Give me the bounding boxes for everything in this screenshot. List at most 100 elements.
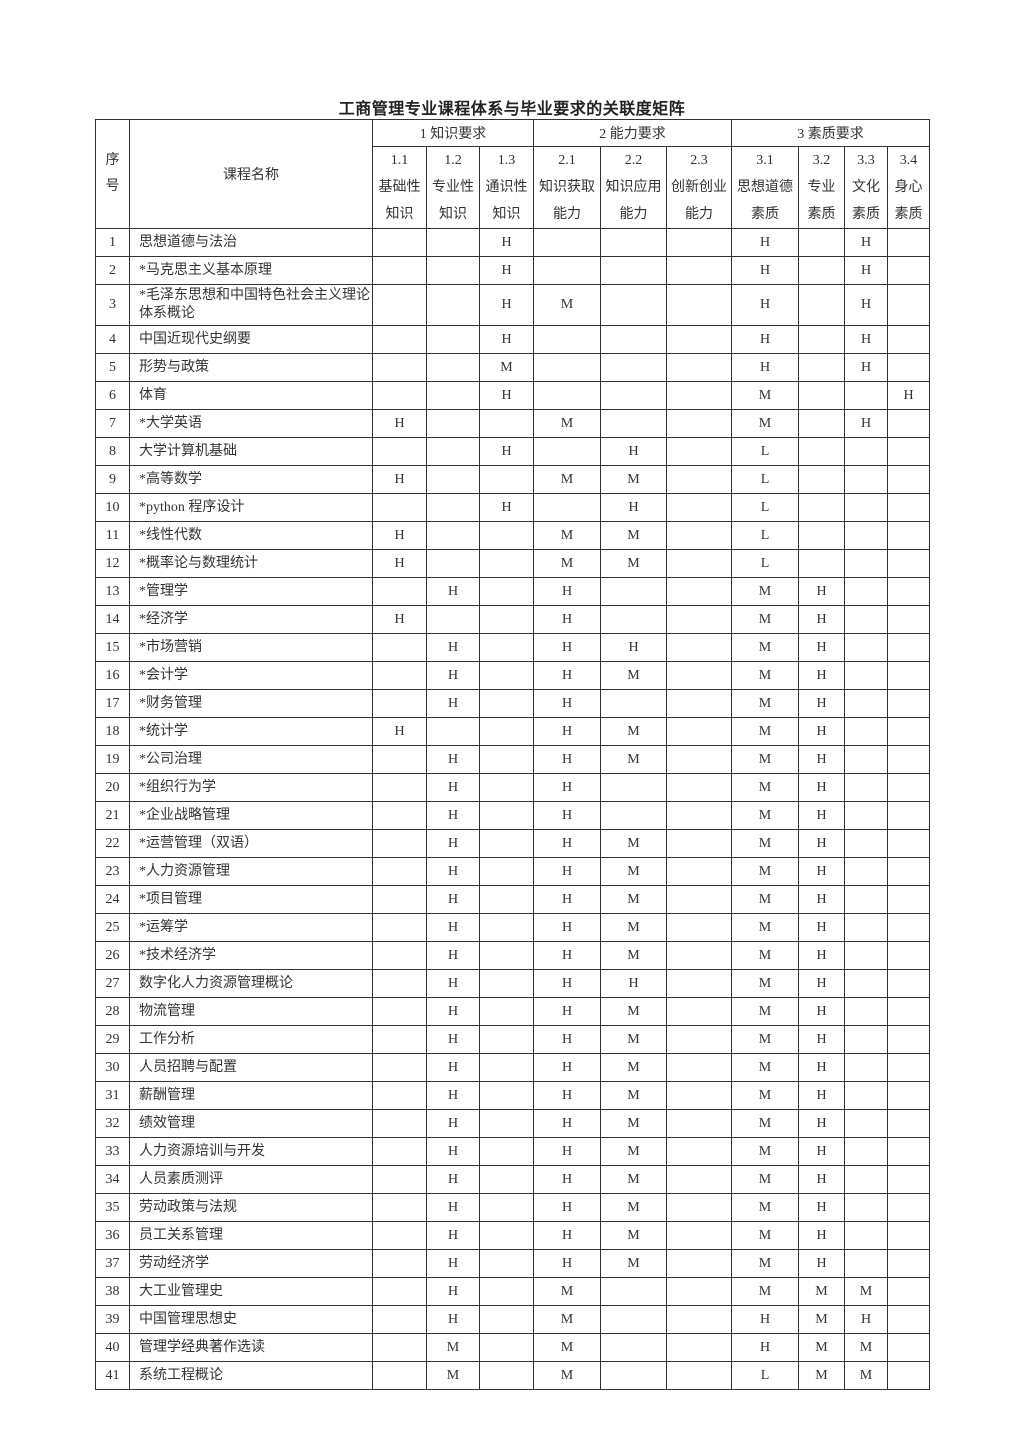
relevance-cell: H <box>533 605 601 634</box>
relevance-cell <box>666 1333 732 1362</box>
relevance-cell <box>372 1025 427 1054</box>
relevance-cell: M <box>600 913 667 942</box>
table-row: 22 *运营管理（双语） H H M M H <box>95 829 930 858</box>
header-column-code: 3.1 <box>756 153 774 168</box>
row-seq: 23 <box>95 857 130 886</box>
relevance-cell <box>887 1025 930 1054</box>
relevance-cell: M <box>798 1361 845 1390</box>
relevance-cell: H <box>426 1165 480 1194</box>
relevance-cell <box>426 605 480 634</box>
relevance-cell: H <box>798 717 845 746</box>
header-column-code: 1.2 <box>444 153 462 168</box>
relevance-cell <box>887 1137 930 1166</box>
row-seq: 5 <box>95 353 130 382</box>
header-column-code: 2.1 <box>558 153 576 168</box>
header-column-2-3: 2.3 创新创业能力 <box>666 146 732 229</box>
relevance-cell <box>372 969 427 998</box>
row-course-name: *运营管理（双语） <box>129 829 373 858</box>
relevance-cell <box>887 1277 930 1306</box>
row-course-name: 薪酬管理 <box>129 1081 373 1110</box>
relevance-cell <box>887 913 930 942</box>
relevance-cell: H <box>426 857 480 886</box>
relevance-cell <box>887 773 930 802</box>
relevance-cell: H <box>372 521 427 550</box>
relevance-cell <box>426 381 480 410</box>
course-requirement-matrix: 序号 课程名称 1 知识要求 2 能力要求 3 素质要求 1.1 基础性知识 1.2… <box>95 119 930 1390</box>
table-row: 12 *概率论与数理统计 H M M L <box>95 549 930 578</box>
relevance-cell <box>798 521 845 550</box>
relevance-cell <box>666 913 732 942</box>
row-course-name: *运筹学 <box>129 913 373 942</box>
relevance-cell <box>372 941 427 970</box>
relevance-cell <box>372 829 427 858</box>
relevance-cell: H <box>426 745 480 774</box>
relevance-cell <box>372 885 427 914</box>
relevance-cell: M <box>731 857 799 886</box>
relevance-cell: H <box>426 969 480 998</box>
relevance-cell <box>479 1249 534 1278</box>
row-seq: 38 <box>95 1277 130 1306</box>
relevance-cell <box>887 857 930 886</box>
relevance-cell <box>666 1249 732 1278</box>
relevance-cell <box>372 256 427 285</box>
relevance-cell <box>666 521 732 550</box>
relevance-cell: H <box>533 1193 601 1222</box>
relevance-cell: H <box>479 228 534 257</box>
relevance-cell: M <box>600 549 667 578</box>
table-row: 26 *技术经济学 H H M M H <box>95 941 930 970</box>
relevance-cell: M <box>731 1221 799 1250</box>
relevance-cell <box>372 633 427 662</box>
relevance-cell: H <box>798 1053 845 1082</box>
relevance-cell <box>887 745 930 774</box>
relevance-cell: H <box>426 661 480 690</box>
relevance-cell <box>533 381 601 410</box>
table-row: 30 人员招聘与配置 H H M M H <box>95 1053 930 1082</box>
relevance-cell <box>798 284 845 326</box>
relevance-cell: H <box>533 1109 601 1138</box>
table-row: 33 人力资源培训与开发 H H M M H <box>95 1137 930 1166</box>
relevance-cell: H <box>731 325 799 354</box>
relevance-cell: H <box>426 997 480 1026</box>
row-course-name: 人员素质测评 <box>129 1165 373 1194</box>
relevance-cell <box>844 493 888 522</box>
relevance-cell <box>600 325 667 354</box>
relevance-cell <box>666 1025 732 1054</box>
relevance-cell <box>798 409 845 438</box>
relevance-cell: H <box>372 409 427 438</box>
relevance-cell: H <box>479 256 534 285</box>
relevance-cell <box>887 284 930 326</box>
relevance-cell <box>887 577 930 606</box>
relevance-cell: H <box>426 1081 480 1110</box>
relevance-cell <box>372 577 427 606</box>
relevance-cell: H <box>731 353 799 382</box>
relevance-cell <box>887 1193 930 1222</box>
relevance-cell: L <box>731 521 799 550</box>
relevance-cell <box>666 409 732 438</box>
header-column-code: 2.2 <box>624 153 643 168</box>
relevance-cell <box>844 437 888 466</box>
header-column-label: 通识性知识 <box>485 180 528 222</box>
header-column-3-2: 3.2 专业素质 <box>798 146 845 229</box>
row-course-name: 体育 <box>129 381 373 410</box>
relevance-cell <box>887 829 930 858</box>
relevance-cell <box>479 829 534 858</box>
relevance-cell <box>479 857 534 886</box>
relevance-cell <box>887 493 930 522</box>
table-row: 8 大学计算机基础 H H L <box>95 437 930 466</box>
relevance-cell: H <box>533 1081 601 1110</box>
relevance-cell <box>533 353 601 382</box>
relevance-cell <box>426 493 480 522</box>
row-seq: 16 <box>95 661 130 690</box>
relevance-cell <box>798 325 845 354</box>
relevance-cell <box>372 493 427 522</box>
relevance-cell: H <box>426 1305 480 1334</box>
relevance-cell <box>372 913 427 942</box>
relevance-cell: M <box>798 1277 845 1306</box>
relevance-cell: H <box>798 773 845 802</box>
row-seq: 6 <box>95 381 130 410</box>
relevance-cell: M <box>731 661 799 690</box>
relevance-cell <box>666 577 732 606</box>
relevance-cell: H <box>798 913 845 942</box>
relevance-cell <box>844 1109 888 1138</box>
header-column-label: 专业素质 <box>807 180 836 222</box>
